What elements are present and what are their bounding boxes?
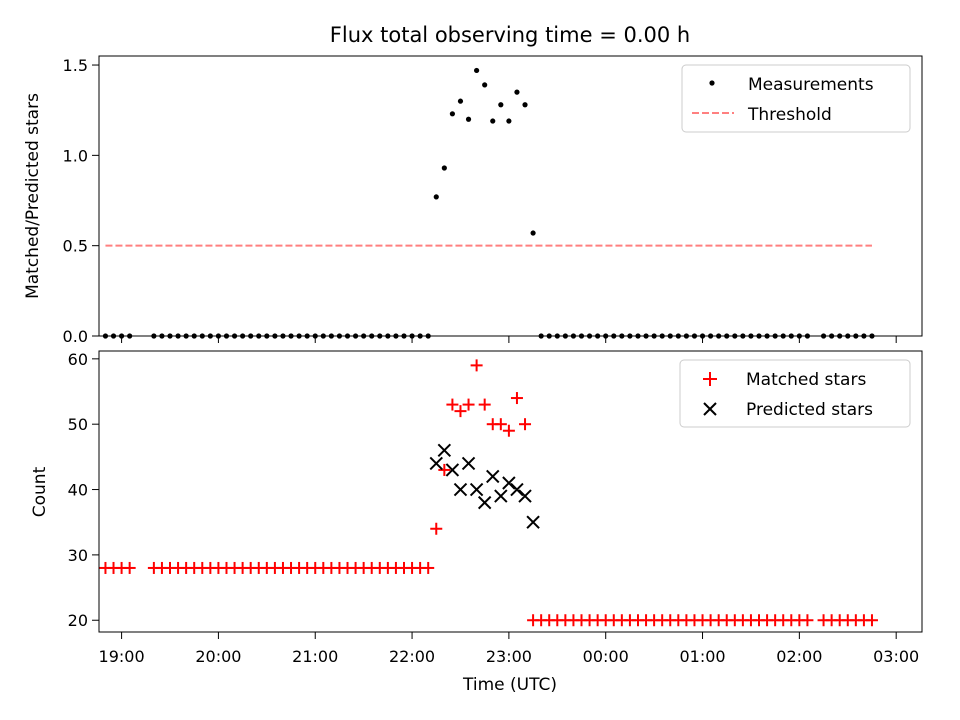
- predicted-star-point: [461, 456, 476, 471]
- legend-label-matched: Matched stars: [746, 370, 866, 390]
- x-tick-label: 20:00: [195, 647, 241, 666]
- y-tick-label: 20: [68, 611, 88, 630]
- predicted-star-point: [453, 482, 468, 497]
- matched-star-point: [510, 392, 523, 405]
- top-axes-frame: [98, 55, 923, 337]
- y-tick-label: 30: [68, 546, 88, 565]
- predicted-star-point: [494, 489, 508, 503]
- matched-star-point: [502, 424, 515, 437]
- measurement-point: [490, 118, 496, 124]
- matched-star-point: [865, 614, 878, 627]
- predicted-star-point: [486, 469, 500, 484]
- top-panel: 0.0 0.5 1.0 1.5 Matched/Predicted stars Mea…: [23, 55, 923, 346]
- y-tick-label: 0.5: [63, 237, 88, 256]
- measurement-point: [482, 82, 488, 88]
- matched-star-point: [123, 561, 136, 574]
- measurement-point: [506, 118, 512, 124]
- matched-star-point: [470, 359, 483, 372]
- matched-star-point: [478, 398, 491, 411]
- chart-title: Flux total observing time = 0.00 h: [330, 23, 690, 47]
- bottom-y-ticks: 20 30 40 50 60: [68, 350, 897, 639]
- matched-star-point: [446, 398, 459, 411]
- matched-star-point: [801, 614, 814, 627]
- y-tick-label: 50: [68, 415, 88, 434]
- predicted-star-point: [469, 482, 484, 497]
- matched-star-point: [430, 522, 443, 535]
- bottom-axes-frame: [98, 350, 923, 633]
- y-tick-label: 40: [68, 481, 88, 500]
- measurement-point: [514, 89, 520, 95]
- x-tick-label: 23:00: [486, 647, 532, 666]
- y-tick-label: 1.5: [63, 56, 88, 75]
- x-tick-label: 19:00: [99, 647, 145, 666]
- top-legend: Measurements Threshold: [681, 64, 911, 133]
- x-tick-label: 03:00: [873, 647, 919, 666]
- predicted-star-point: [429, 456, 443, 471]
- y-tick-label: 60: [68, 350, 88, 369]
- top-legend-box: [681, 64, 911, 133]
- predicted-star-point: [510, 482, 524, 497]
- x-axis-label: Time (UTC): [462, 675, 557, 695]
- measurement-point: [441, 165, 447, 171]
- predicted-star-point: [477, 495, 492, 510]
- legend-label-predicted: Predicted stars: [746, 400, 873, 420]
- predicted-star-point: [437, 443, 452, 458]
- matched-star-point: [519, 418, 532, 431]
- x-tick-label: 22:00: [389, 647, 435, 666]
- measurement-point: [457, 98, 464, 104]
- bottom-legend-box: [679, 359, 911, 428]
- predicted-star-point: [502, 476, 516, 490]
- y-tick-label: 0.0: [63, 327, 88, 346]
- y-tick-label: 1.0: [63, 146, 88, 165]
- matched-star-point: [422, 561, 435, 574]
- x-tick-label: 02:00: [776, 647, 822, 666]
- bottom-y-axis-label: Count: [30, 466, 50, 517]
- measurement-point: [465, 116, 472, 122]
- x-tick-label: 00:00: [583, 647, 629, 666]
- x-tick-label: 01:00: [679, 647, 725, 666]
- predicted-star-point: [526, 515, 540, 529]
- matched-star-point: [454, 405, 467, 418]
- matched-star-point: [462, 398, 475, 411]
- legend-marker-predicted: [703, 402, 717, 416]
- predicted-star-point: [518, 489, 532, 503]
- measurement-point: [530, 230, 536, 236]
- measurement-point: [498, 102, 504, 108]
- x-tick-label: 21:00: [292, 647, 338, 666]
- legend-marker-measurements: [709, 80, 715, 86]
- legend-label-measurements: Measurements: [748, 75, 874, 95]
- top-y-ticks: 0.0 0.5 1.0 1.5: [63, 56, 897, 346]
- bottom-panel: 20 30 40 50 60 19:00 20:00 21:00 22:00 23:00 00:0…: [30, 350, 923, 695]
- measurement-point: [433, 194, 439, 200]
- legend-marker-matched: [703, 372, 717, 386]
- matched-star-point: [494, 418, 507, 431]
- measurement-point: [474, 67, 480, 74]
- legend-label-threshold: Threshold: [747, 105, 832, 125]
- measurement-point: [522, 102, 528, 108]
- matched-star-point: [438, 463, 451, 476]
- top-y-axis-label: Matched/Predicted stars: [23, 93, 43, 299]
- bottom-plot-area: [99, 359, 878, 627]
- predicted-star-point: [445, 463, 460, 477]
- bottom-legend: Matched stars Predicted stars: [679, 359, 911, 428]
- measurement-point: [449, 111, 456, 117]
- x-axis-ticks: 19:00 20:00 21:00 22:00 23:00 00:00 01:00 02:00…: [99, 647, 920, 666]
